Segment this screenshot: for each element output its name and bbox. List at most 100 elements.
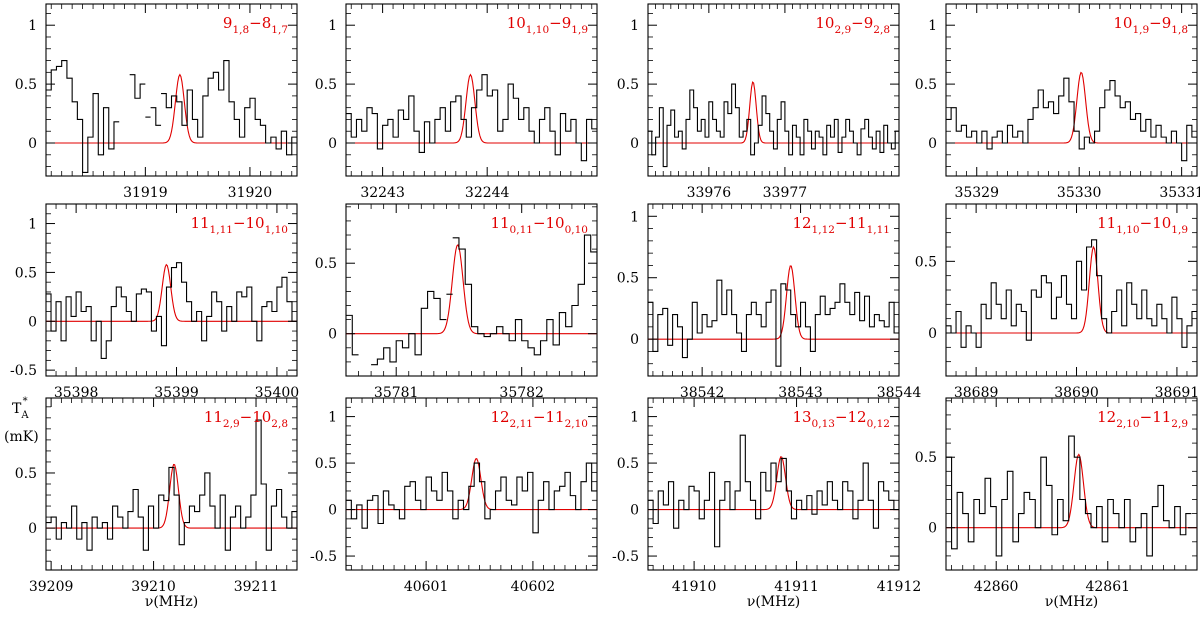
observed-spectrum-segment [648, 434, 899, 548]
y-tick-label: 0.5 [915, 450, 937, 466]
y-tick-label: -0.5 [10, 363, 37, 379]
x-tick-label: 35400 [255, 385, 300, 401]
y-axis-label: TA* [12, 396, 29, 421]
observed-spectrum-segment [346, 74, 597, 162]
transition-label: 91,8−81,7 [223, 14, 288, 36]
panel-frame [345, 3, 598, 177]
model-gaussian-line [46, 73, 297, 144]
x-tick-label: 39209 [29, 579, 74, 595]
x-tick-label: 40602 [511, 579, 556, 595]
y-tick-label: -0.5 [310, 549, 337, 565]
spectrum-panel: -0.5 0 0.5 1 41910 41911 41912 ν(MHz) 130,13−120… [612, 397, 922, 610]
panel-frame [945, 397, 1198, 571]
panel-frame [647, 3, 900, 177]
y-tick-label: 0.5 [617, 271, 639, 287]
observed-spectrum-segment [648, 83, 899, 168]
x-tick-label: 38544 [877, 385, 922, 401]
transition-label: 111,11−101,10 [190, 214, 288, 236]
y-tick-label: 1 [328, 18, 337, 34]
spectrum-panel: -0.5 0 0.5 1 40601 40602 122,11−112,10 [310, 397, 598, 595]
x-tick-label: 33977 [763, 185, 808, 201]
y-tick-label: 1 [630, 209, 639, 225]
observed-spectrum-segment [946, 239, 1197, 348]
transition-label: 101,10−91,9 [507, 14, 588, 36]
y-tick-label: 0 [328, 136, 337, 152]
observed-spectrum-segment [46, 262, 297, 359]
x-tick-label: 35398 [54, 385, 99, 401]
transition-label: 122,11−112,10 [490, 408, 588, 430]
x-tick-label: 31919 [123, 185, 168, 201]
transition-label: 102,9−92,8 [815, 14, 890, 36]
observed-spectrum-segment [946, 435, 1192, 557]
x-tick-label: 38689 [954, 385, 999, 401]
y-tick-label: 0.5 [915, 254, 937, 270]
x-tick-label: 35782 [499, 385, 544, 401]
x-tick-label: 35330 [1057, 185, 1102, 201]
y-tick-label: 0.5 [15, 466, 37, 482]
model-gaussian-line [946, 453, 1197, 529]
y-tick-label: -0.5 [612, 549, 639, 565]
observed-spectrum-segment [648, 279, 899, 367]
y-tick-label: 0 [328, 503, 337, 519]
model-gaussian-line [346, 458, 597, 511]
x-tick-label: 38691 [1155, 385, 1200, 401]
y-tick-label: 0.5 [315, 456, 337, 472]
x-tick-label: 40601 [404, 579, 449, 595]
y-tick-label: 0.5 [315, 77, 337, 93]
transition-label: 130,13−120,12 [792, 408, 890, 430]
x-axis-label: ν(MHz) [145, 594, 198, 610]
y-tick-label: 0 [328, 327, 337, 343]
model-gaussian-line [346, 244, 597, 335]
x-tick-label: 33976 [687, 185, 732, 201]
y-tick-label: 0.5 [617, 77, 639, 93]
x-tick-label: 35399 [154, 385, 199, 401]
observed-spectrum-segment [452, 234, 597, 356]
transition-label: 101,9−91,8 [1113, 14, 1188, 36]
x-tick-label: 39211 [234, 579, 279, 595]
y-tick-label: 0 [928, 521, 937, 537]
panel-grid: 0 0.5 1 31919 31920 91,8−81,7 0 0.5 1 32243 32244 1… [10, 3, 1200, 610]
x-tick-label: 31920 [228, 185, 273, 201]
x-tick-label: 39210 [131, 579, 176, 595]
model-gaussian-line [946, 71, 1197, 144]
transition-label: 121,12−111,11 [792, 214, 890, 236]
panel-frame [945, 3, 1198, 177]
y-tick-label: 0 [928, 136, 937, 152]
y-tick-label: 1 [328, 410, 337, 426]
x-tick-label: 35331 [1159, 185, 1200, 201]
y-tick-label: 0 [630, 136, 639, 152]
spectrum-panel: 0 0.5 1 35329 35330 35331 101,9−91,8 [915, 3, 1200, 201]
x-tick-label: 38543 [778, 385, 823, 401]
observed-spectrum-segment [346, 462, 597, 534]
observed-spectrum-segment [371, 290, 447, 366]
observed-spectrum-segment [129, 74, 146, 99]
spectrum-panel: 0 0.5 1 31919 31920 91,8−81,7 [15, 3, 298, 201]
y-tick-label: 1 [630, 18, 639, 34]
spectrum-panel: 0 0.5 1 38542 38543 38544 121,12−111,11 [617, 203, 922, 401]
x-tick-label: 32243 [360, 185, 405, 201]
observed-spectrum-segment [346, 314, 359, 356]
x-tick-label: 41912 [877, 579, 922, 595]
spectrum-panel: 0 0.5 1 33976 33977 102,9−92,8 [617, 3, 900, 201]
observed-spectrum-segment [150, 107, 162, 126]
x-axis-label: ν(MHz) [1045, 594, 1098, 610]
spectrum-panel: 0 0.5 1 32243 32244 101,10−91,9 [315, 3, 598, 201]
y-axis-unit: (mK) [4, 429, 39, 445]
x-tick-label: 35329 [954, 185, 999, 201]
model-gaussian-line [648, 265, 899, 340]
y-tick-label: 0 [630, 503, 639, 519]
panel-frame [45, 203, 298, 377]
x-tick-label: 42861 [1085, 579, 1130, 595]
spectrum-panel: 0 0.5 35781 35782 110,11−100,10 [315, 203, 598, 401]
x-tick-label: 38542 [680, 385, 725, 401]
y-tick-label: 0 [630, 332, 639, 348]
x-tick-label: 41911 [774, 579, 819, 595]
transition-label: 122,10−112,9 [1097, 408, 1188, 430]
spectrum-panel: -0.5 0 0.5 1 35398 35399 35400 111,11−101,10 [10, 203, 300, 401]
y-tick-label: 1 [630, 410, 639, 426]
y-tick-label: 1 [28, 18, 37, 34]
spectrum-panel: 0 0.5 38689 38690 38691 111,10−101,9 [915, 203, 1200, 401]
transition-label: 112,9−102,8 [204, 408, 288, 430]
observed-spectrum-segment [46, 419, 297, 551]
